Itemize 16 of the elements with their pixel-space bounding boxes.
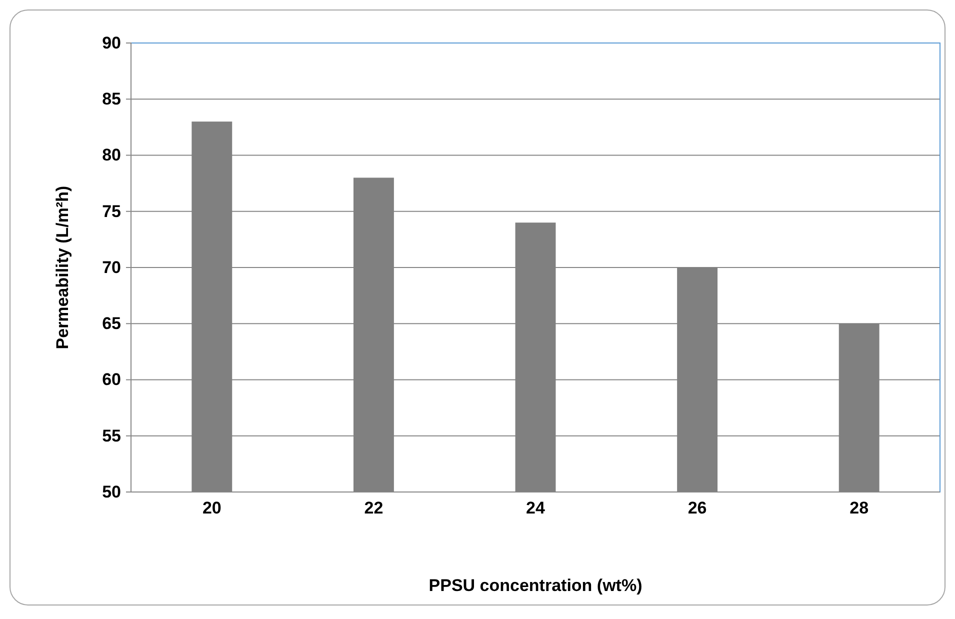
y-tick-label: 90 (102, 33, 121, 52)
y-tick-label: 60 (102, 370, 121, 390)
y-tick-label: 85 (102, 90, 121, 109)
x-tick-label: 22 (364, 498, 384, 518)
y-tick-label: 80 (102, 146, 121, 165)
x-axis-title: PPSU concentration (wt%) (428, 576, 642, 595)
x-tick-label: 26 (688, 498, 707, 518)
y-tick-label: 65 (102, 314, 121, 334)
y-tick-label: 70 (102, 258, 121, 277)
x-tick-label: 20 (202, 498, 222, 518)
y-axis-title: Permeability (L/m²h) (53, 186, 72, 350)
y-tick-label: 50 (102, 482, 121, 502)
x-tick-label: 24 (526, 498, 546, 518)
y-tick-label: 75 (102, 202, 121, 221)
x-tick-label: 28 (850, 498, 869, 518)
y-tick-label: 55 (102, 426, 121, 446)
